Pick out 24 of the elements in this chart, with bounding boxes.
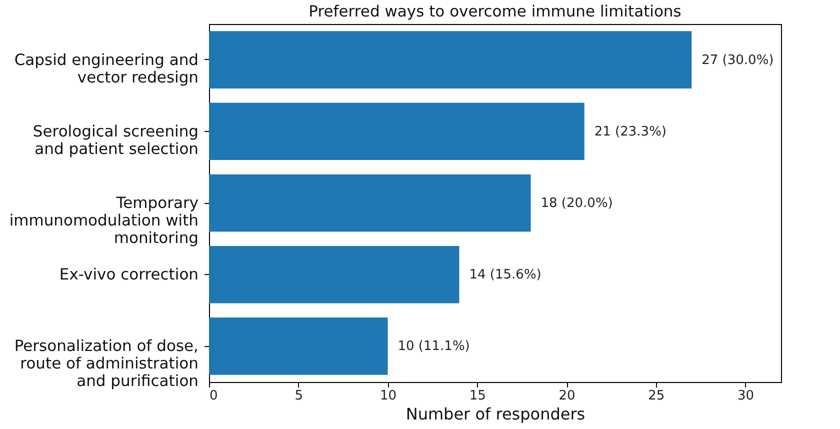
data-label: 21 (23.3%) bbox=[594, 124, 666, 140]
chart-title: Preferred ways to overcome immune limitations bbox=[308, 2, 682, 20]
y-tick-label: Ex-vivo correction bbox=[59, 266, 198, 284]
x-tick-label: 20 bbox=[558, 388, 576, 404]
x-tick-label: 0 bbox=[210, 388, 218, 404]
y-tick-label: Capsid engineering and vector redesign bbox=[14, 50, 198, 86]
bar bbox=[209, 31, 692, 88]
y-tick-label: Serological screening and patient selection bbox=[32, 122, 198, 158]
data-label: 14 (15.6%) bbox=[469, 268, 542, 283]
data-label: 18 (20.0%) bbox=[540, 196, 613, 211]
x-tick-label: 30 bbox=[737, 388, 754, 404]
x-tick-label: 15 bbox=[469, 388, 486, 404]
y-tick-label: Personalization of dose, route of administration and purification bbox=[14, 337, 198, 390]
data-label: 10 (11.1%) bbox=[398, 339, 470, 354]
bar bbox=[209, 174, 531, 232]
x-tick-label: 25 bbox=[648, 388, 665, 404]
data-label: 27 (30.0%) bbox=[702, 52, 774, 68]
bar bbox=[209, 318, 388, 375]
bar bbox=[209, 246, 460, 304]
x-tick-label: 5 bbox=[294, 388, 304, 404]
bar bbox=[209, 102, 584, 160]
x-axis-title: Number of responders bbox=[406, 404, 586, 424]
y-tick-label: Temporary immunomodulation with monitoring bbox=[9, 194, 198, 247]
x-tick-label: 10 bbox=[380, 388, 397, 404]
